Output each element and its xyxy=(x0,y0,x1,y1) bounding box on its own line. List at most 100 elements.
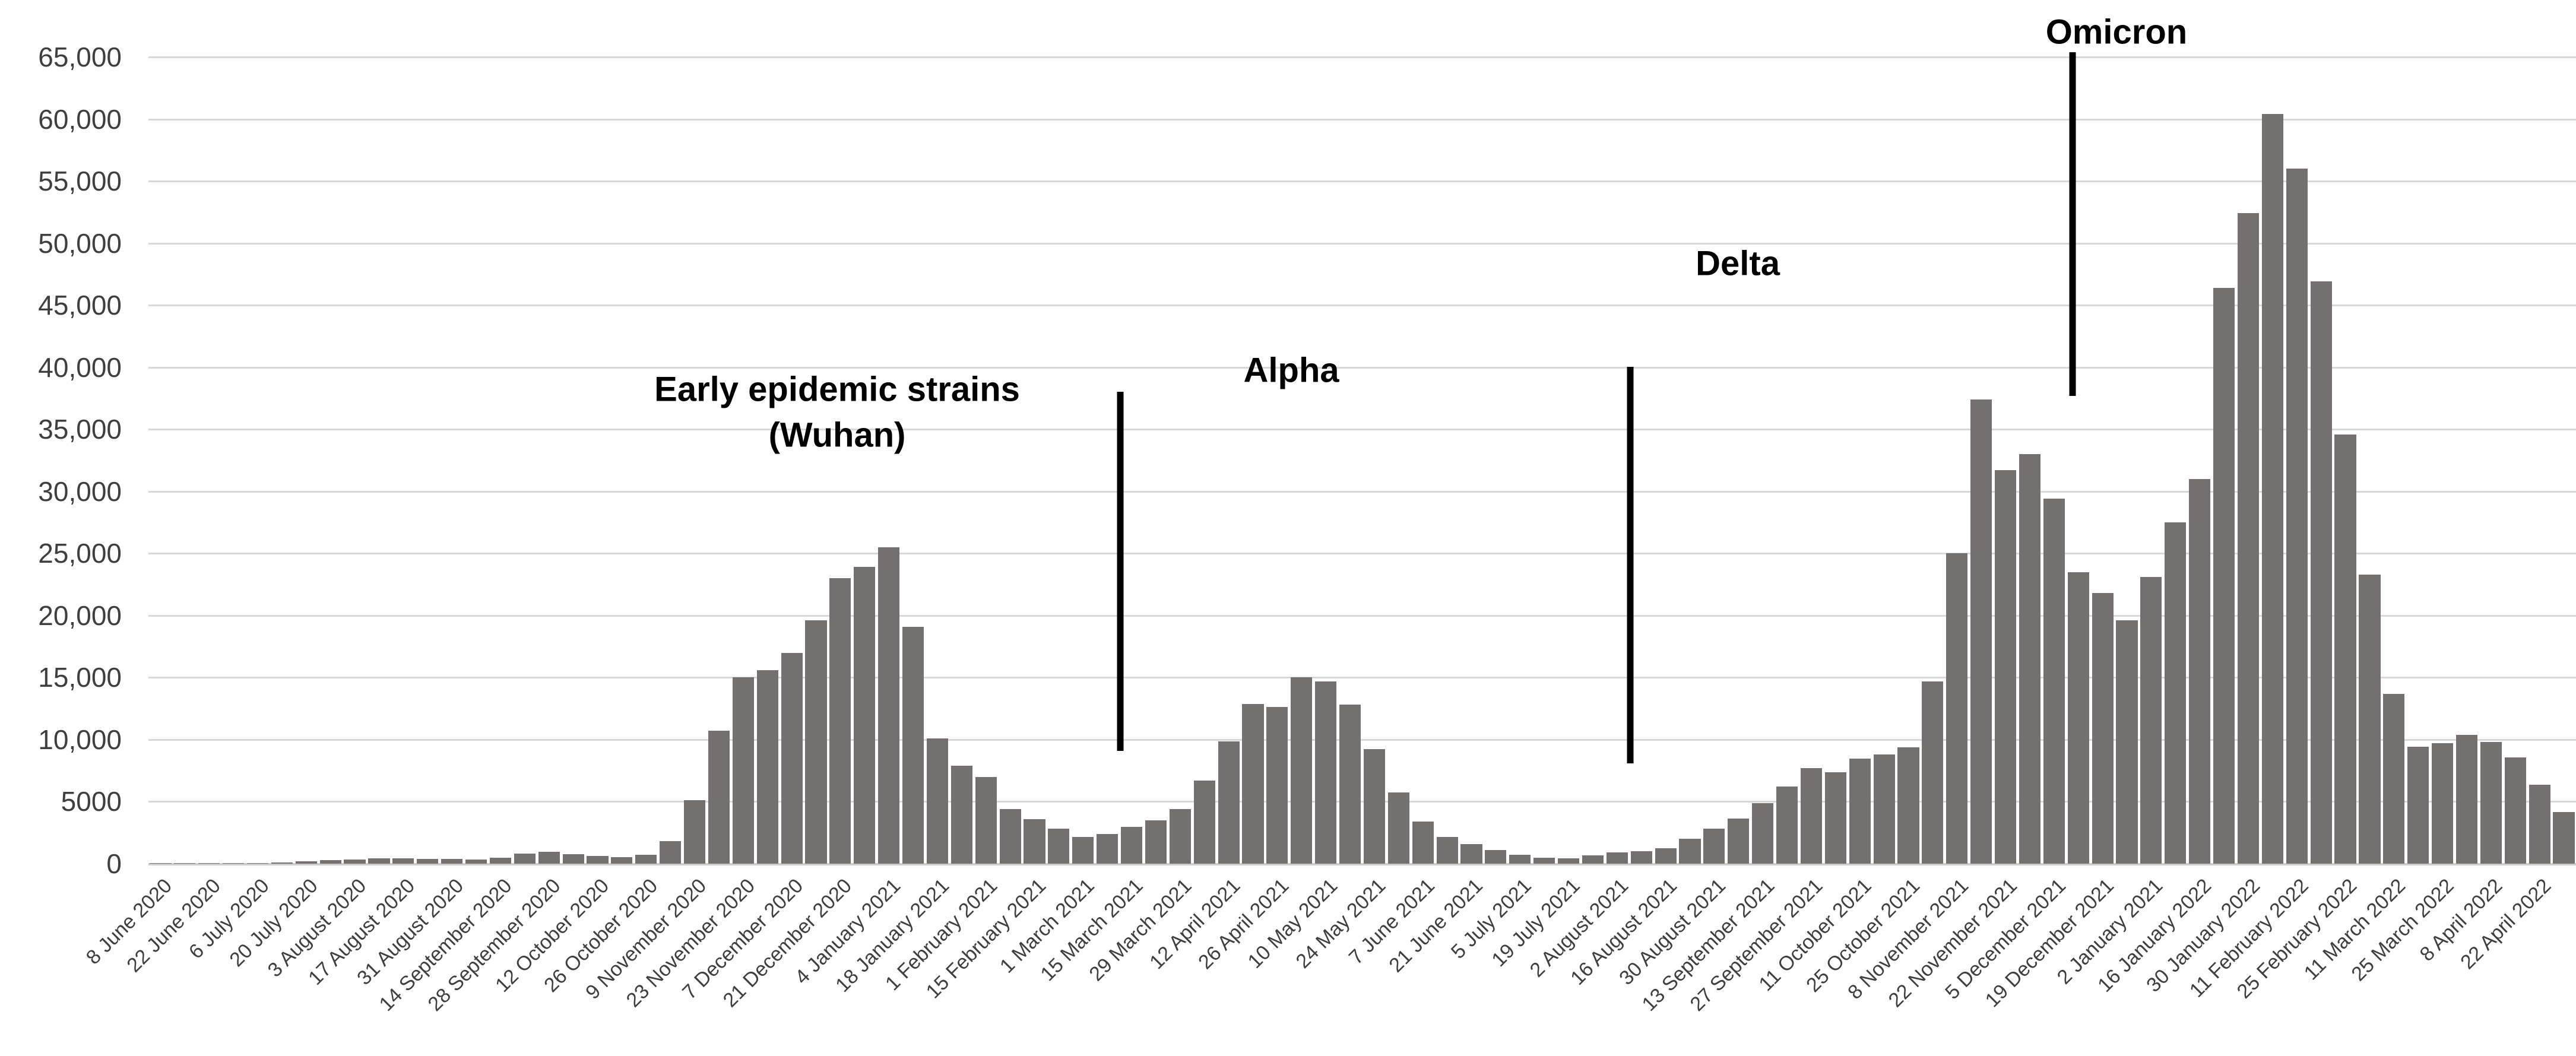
bar xyxy=(1193,780,1215,864)
bar xyxy=(1533,857,1555,864)
bar xyxy=(2455,734,2478,864)
bar xyxy=(1120,826,1143,864)
bar xyxy=(489,857,511,864)
bar xyxy=(1752,803,1774,864)
bar xyxy=(392,858,414,864)
bar xyxy=(465,860,487,864)
y-axis-tick-label: 65,000 xyxy=(38,42,122,72)
bar xyxy=(223,862,245,864)
bar xyxy=(2189,478,2211,864)
y-axis-tick-label: 40,000 xyxy=(38,351,122,383)
bar xyxy=(1849,759,1871,864)
bar xyxy=(2334,434,2356,864)
bar xyxy=(1436,837,1458,864)
bar xyxy=(999,809,1021,864)
bar xyxy=(829,578,851,864)
bar xyxy=(1315,681,1337,864)
bar xyxy=(2553,812,2575,864)
y-axis-tick-label: 35,000 xyxy=(38,414,122,445)
bar xyxy=(1024,819,1045,864)
bar xyxy=(902,626,924,864)
bar xyxy=(854,567,876,864)
bar xyxy=(2359,574,2381,864)
divider-alpha-delta xyxy=(1627,366,1634,764)
bar xyxy=(1679,839,1701,864)
gridline-60000 xyxy=(148,118,2576,120)
period-label-wuhan: Early epidemic strains (Wuhan) xyxy=(654,370,1020,455)
bar xyxy=(1897,747,1919,864)
period-label-omicron: Omicron xyxy=(2045,12,2188,52)
bar xyxy=(344,859,366,864)
bar xyxy=(1703,829,1725,864)
y-axis-tick-label: 45,000 xyxy=(38,290,122,321)
bar xyxy=(781,652,803,864)
bar xyxy=(1072,837,1094,864)
bar xyxy=(1630,851,1652,864)
divider-delta-omicron xyxy=(2069,52,2076,396)
gridline-65000 xyxy=(148,56,2576,58)
bar xyxy=(683,800,706,864)
bar xyxy=(2480,742,2502,864)
bar xyxy=(2310,281,2332,864)
gridline-40000 xyxy=(148,366,2576,369)
bar xyxy=(732,677,754,864)
bar xyxy=(1145,820,1167,864)
bar xyxy=(2407,747,2429,864)
bar xyxy=(950,765,972,864)
bar xyxy=(2286,169,2308,864)
gridline-10000 xyxy=(148,738,2576,741)
bar xyxy=(1606,852,1628,864)
bar xyxy=(1387,792,1409,864)
bar xyxy=(587,856,609,864)
bar xyxy=(1363,749,1385,864)
gridline-20000 xyxy=(148,614,2576,617)
y-axis-tick-labels: 0 5000 10,000 15,000 20,000 25,000 30,000 35,00… xyxy=(0,42,122,879)
bar xyxy=(1922,681,1944,864)
bar xyxy=(1824,772,1846,864)
divider-wuhan-alpha xyxy=(1117,391,1124,751)
bar xyxy=(1557,858,1580,864)
bar xyxy=(1655,848,1677,864)
bar xyxy=(1946,553,1968,864)
bar xyxy=(1509,855,1531,864)
y-axis-tick-label: 15,000 xyxy=(38,662,122,693)
bar xyxy=(150,863,172,864)
bar xyxy=(271,862,293,864)
bar xyxy=(975,776,997,864)
bar xyxy=(1460,843,1482,864)
period-label-alpha: Alpha xyxy=(1243,351,1339,390)
bar xyxy=(441,859,463,864)
y-axis-tick-label: 20,000 xyxy=(38,600,122,631)
gridline-55000 xyxy=(148,180,2576,183)
gridline-45000 xyxy=(148,305,2576,307)
y-axis-tick-label: 0 xyxy=(106,848,122,879)
bar xyxy=(2504,757,2526,864)
gridline-50000 xyxy=(148,242,2576,245)
bar xyxy=(756,670,778,864)
bar xyxy=(2067,572,2089,864)
bar xyxy=(2529,784,2550,864)
period-label-delta: Delta xyxy=(1696,244,1780,283)
bar xyxy=(1048,828,1070,864)
bar xyxy=(1291,677,1313,864)
bar xyxy=(2432,743,2454,864)
bar xyxy=(246,862,269,864)
gridline-15000 xyxy=(148,677,2576,679)
bar xyxy=(1218,741,1240,864)
bar xyxy=(538,852,560,864)
bar xyxy=(2043,499,2065,864)
bar xyxy=(1800,768,1823,864)
bar xyxy=(1242,704,1264,864)
bar xyxy=(878,547,900,864)
bar xyxy=(660,841,682,864)
bar xyxy=(1728,818,1750,864)
gridline-35000 xyxy=(148,429,2576,431)
y-axis-tick-label: 60,000 xyxy=(38,103,122,135)
plot-area: 8 June 2020 22 June 2020 6 July 2020 20 Jul… xyxy=(82,13,2576,1016)
bar xyxy=(1970,399,1992,864)
bar xyxy=(2140,577,2162,864)
bar xyxy=(2237,213,2260,864)
bar xyxy=(368,858,390,864)
bar xyxy=(319,860,341,864)
bar xyxy=(1995,470,2017,864)
